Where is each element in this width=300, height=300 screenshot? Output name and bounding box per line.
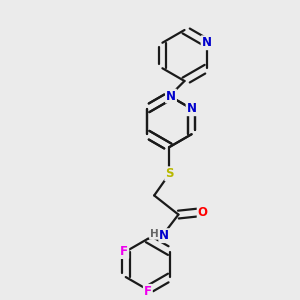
Text: N: N [166, 89, 176, 103]
Text: N: N [187, 102, 196, 115]
Text: F: F [144, 285, 152, 298]
Text: F: F [120, 245, 128, 258]
Text: H: H [150, 229, 159, 239]
Text: N: N [202, 36, 212, 49]
Text: O: O [198, 206, 208, 218]
Text: N: N [159, 229, 169, 242]
Text: S: S [165, 167, 174, 180]
